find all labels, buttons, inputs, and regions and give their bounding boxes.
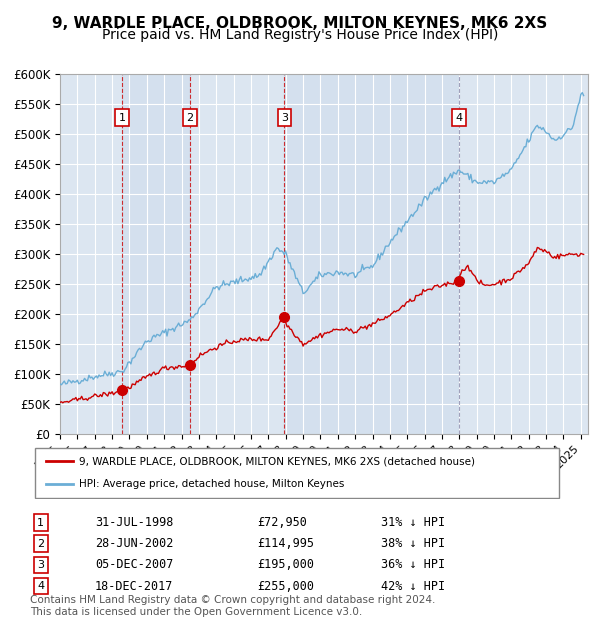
Text: 2: 2 — [37, 539, 44, 549]
Text: 31-JUL-1998: 31-JUL-1998 — [95, 516, 173, 529]
Text: 42% ↓ HPI: 42% ↓ HPI — [381, 580, 445, 593]
Text: 28-JUN-2002: 28-JUN-2002 — [95, 538, 173, 550]
Text: £195,000: £195,000 — [257, 559, 314, 572]
Text: 9, WARDLE PLACE, OLDBROOK, MILTON KEYNES, MK6 2XS (detached house): 9, WARDLE PLACE, OLDBROOK, MILTON KEYNES… — [79, 456, 475, 466]
Text: 31% ↓ HPI: 31% ↓ HPI — [381, 516, 445, 529]
Text: 38% ↓ HPI: 38% ↓ HPI — [381, 538, 445, 550]
Text: 4: 4 — [455, 113, 462, 123]
Text: 4: 4 — [37, 581, 44, 591]
Text: 1: 1 — [37, 518, 44, 528]
Text: 2: 2 — [187, 113, 194, 123]
Text: 36% ↓ HPI: 36% ↓ HPI — [381, 559, 445, 572]
Text: Price paid vs. HM Land Registry's House Price Index (HPI): Price paid vs. HM Land Registry's House … — [102, 28, 498, 42]
Text: 05-DEC-2007: 05-DEC-2007 — [95, 559, 173, 572]
Text: 1: 1 — [119, 113, 125, 123]
Text: 18-DEC-2017: 18-DEC-2017 — [95, 580, 173, 593]
Text: £72,950: £72,950 — [257, 516, 307, 529]
Text: £255,000: £255,000 — [257, 580, 314, 593]
Text: 3: 3 — [37, 560, 44, 570]
Text: HPI: Average price, detached house, Milton Keynes: HPI: Average price, detached house, Milt… — [79, 479, 344, 489]
Text: Contains HM Land Registry data © Crown copyright and database right 2024.
This d: Contains HM Land Registry data © Crown c… — [30, 595, 436, 617]
Bar — [284, 74, 458, 434]
FancyBboxPatch shape — [35, 448, 559, 498]
Text: £114,995: £114,995 — [257, 538, 314, 550]
Text: 9, WARDLE PLACE, OLDBROOK, MILTON KEYNES, MK6 2XS: 9, WARDLE PLACE, OLDBROOK, MILTON KEYNES… — [52, 16, 548, 30]
Text: 3: 3 — [281, 113, 288, 123]
Bar — [122, 74, 190, 434]
